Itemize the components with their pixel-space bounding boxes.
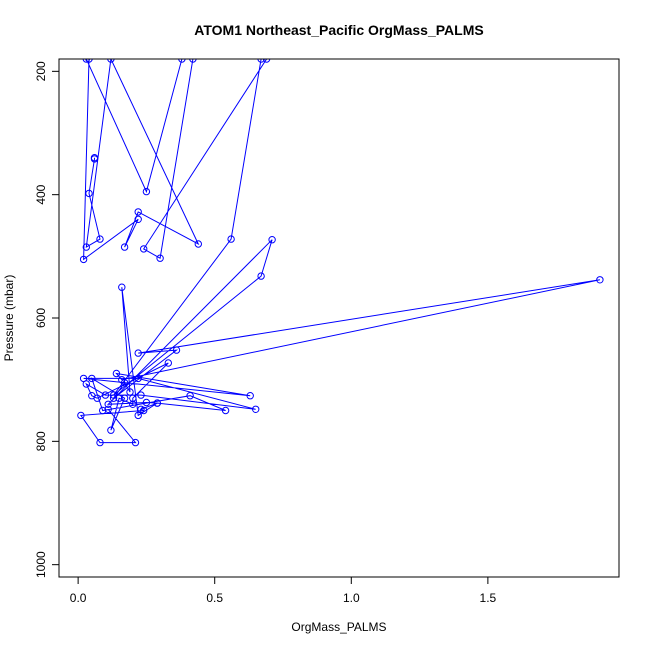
data-point xyxy=(79,255,88,264)
data-point xyxy=(109,391,118,399)
data-point xyxy=(134,208,142,216)
data-point xyxy=(82,243,91,251)
data-point xyxy=(96,235,104,243)
data-point xyxy=(164,359,173,367)
data-point xyxy=(153,399,162,407)
y-tick-label: 400 xyxy=(34,184,48,204)
data-point xyxy=(112,369,121,378)
x-tick-label: 0.5 xyxy=(206,591,223,605)
data-point xyxy=(257,272,265,280)
data-point xyxy=(246,392,254,400)
data-point xyxy=(140,406,148,415)
x-axis: 0.0 0.5 1.0 1.5 xyxy=(70,576,497,605)
data-point xyxy=(118,376,126,384)
data-point xyxy=(85,189,93,198)
data-point xyxy=(140,245,148,253)
x-tick-label: 1.5 xyxy=(480,591,497,605)
data-point xyxy=(109,394,118,402)
data-point xyxy=(115,394,123,402)
data-point xyxy=(93,394,101,402)
data-point xyxy=(107,426,115,434)
data-point xyxy=(96,438,104,447)
data-point xyxy=(596,276,604,284)
data-point xyxy=(257,59,265,63)
data-point xyxy=(120,243,129,251)
data-point xyxy=(134,349,142,357)
data-point xyxy=(156,254,164,262)
plot-frame xyxy=(58,58,620,578)
data-point xyxy=(142,187,151,196)
x-axis-label: OrgMass_PALMS xyxy=(291,620,386,634)
data-point xyxy=(77,411,85,420)
data-point xyxy=(134,215,142,224)
data-point xyxy=(88,374,96,383)
data-point xyxy=(120,394,129,402)
x-tick-label: 0.0 xyxy=(70,591,87,605)
data-point xyxy=(107,59,115,63)
data-point xyxy=(252,405,260,413)
y-tick-label: 800 xyxy=(34,431,48,451)
data-point xyxy=(82,380,91,388)
data-point xyxy=(221,406,230,415)
data-point xyxy=(101,391,110,399)
chart-title: ATOM1 Northeast_Pacific OrgMass_PALMS xyxy=(194,22,483,38)
data-point xyxy=(262,59,271,63)
data-point xyxy=(104,400,112,408)
y-tick-label: 1000 xyxy=(34,551,48,578)
data-point xyxy=(189,59,197,63)
y-axis-label: Pressure (mbar) xyxy=(2,275,16,362)
data-point xyxy=(134,374,142,383)
data-point xyxy=(194,240,203,248)
data-point xyxy=(99,406,107,415)
series-line xyxy=(79,59,601,444)
data-point xyxy=(268,236,276,244)
data-point xyxy=(85,59,93,63)
data-point xyxy=(137,391,145,399)
data-point xyxy=(104,405,112,413)
data-point xyxy=(227,235,235,243)
y-axis: 200 400 600 800 1000 xyxy=(34,61,60,578)
series-layer xyxy=(77,59,604,447)
data-point xyxy=(126,388,134,396)
data-point xyxy=(186,392,194,400)
data-point xyxy=(178,59,186,63)
data-point xyxy=(118,283,126,291)
data-point xyxy=(142,398,151,407)
plot-area xyxy=(58,58,620,578)
data-point xyxy=(90,155,99,163)
y-tick-label: 200 xyxy=(34,61,48,81)
y-tick-label: 600 xyxy=(34,308,48,328)
data-point xyxy=(172,346,181,354)
data-point xyxy=(82,59,90,63)
data-point xyxy=(134,411,142,420)
x-tick-label: 1.0 xyxy=(343,591,360,605)
data-point xyxy=(129,400,137,408)
data-point xyxy=(131,438,140,447)
